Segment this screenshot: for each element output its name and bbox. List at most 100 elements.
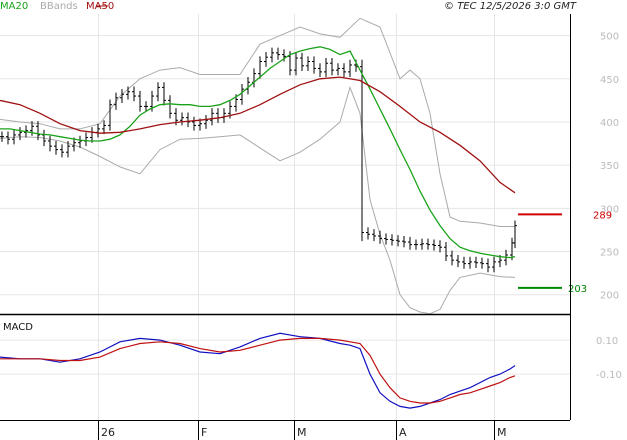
price-bar	[6, 131, 10, 145]
price-bar	[102, 120, 106, 135]
price-bar	[408, 236, 412, 250]
month-label: F	[201, 426, 207, 439]
price-marker-label: 203	[568, 284, 587, 295]
price-bar	[12, 129, 16, 145]
price-bar	[162, 82, 166, 106]
price-bar	[108, 99, 112, 131]
price-bar	[432, 239, 436, 251]
macd-line	[0, 332, 516, 409]
macd-tick-label: -0.10	[596, 370, 622, 381]
price-bar	[156, 82, 160, 102]
price-bar	[270, 47, 274, 63]
price-bar	[480, 257, 484, 269]
moving-averages	[0, 46, 516, 259]
macd-lines	[0, 332, 516, 409]
price-bar	[180, 112, 184, 126]
price-bar	[390, 234, 394, 246]
legend-ma50-label: MA50	[86, 1, 114, 12]
ma20-line	[0, 46, 516, 259]
price-bar	[168, 95, 172, 119]
price-tick-label: 500	[600, 32, 619, 43]
price-bars	[0, 47, 517, 273]
month-label: M	[497, 426, 507, 439]
x-axis: 26 F M A M	[98, 420, 507, 440]
macd-title: MACD	[3, 322, 33, 333]
price-bar	[222, 108, 226, 123]
month-label: 26	[101, 426, 115, 439]
month-label: M	[297, 426, 307, 439]
price-marker-label: 289	[593, 210, 612, 221]
price-bar	[384, 233, 388, 245]
signal-line	[0, 337, 516, 404]
legend-ma20-label: MA20	[0, 1, 28, 12]
price-bar	[36, 121, 40, 141]
price-tick-label: 250	[600, 248, 619, 259]
price-bar	[138, 90, 142, 112]
bband-upper-line	[0, 17, 515, 227]
month-label: A	[399, 426, 407, 439]
price-bar	[462, 256, 466, 269]
price-bar	[186, 112, 190, 128]
price-bar	[396, 235, 400, 247]
price-bar	[72, 137, 76, 152]
price-bar	[468, 256, 472, 269]
price-bar	[0, 131, 4, 142]
copyright-text: © TEC 12/5/2026 3:0 GMT	[444, 1, 577, 12]
price-bar	[18, 127, 22, 141]
price-bar	[192, 116, 196, 131]
price-bar	[240, 83, 244, 105]
price-bar	[372, 229, 376, 242]
price-bar	[216, 108, 220, 123]
price-bar	[132, 86, 136, 102]
price-bar	[342, 63, 346, 78]
ma50-line	[0, 76, 516, 194]
price-bar	[114, 92, 118, 110]
price-markers: 289 203	[518, 210, 612, 295]
price-bar	[252, 68, 256, 88]
price-bar	[204, 115, 208, 129]
price-bar	[414, 239, 418, 250]
price-tick-label: 200	[600, 291, 619, 302]
price-bar	[258, 56, 262, 79]
price-bar	[336, 63, 340, 76]
price-bar	[306, 56, 310, 72]
price-bar	[96, 123, 100, 138]
price-bar	[126, 86, 130, 100]
price-bar	[420, 238, 424, 250]
macd-tick-label: 0.10	[596, 336, 618, 347]
price-bar	[513, 220, 517, 249]
price-bar	[402, 235, 406, 248]
price-bar	[492, 256, 496, 273]
price-tick-label: 400	[600, 118, 619, 129]
price-bar	[450, 250, 454, 266]
price-tick-label: 300	[600, 204, 619, 215]
price-bar	[300, 52, 304, 72]
legend-bbands-label: BBands	[40, 1, 78, 12]
price-bar	[264, 52, 268, 67]
price-bar	[276, 47, 280, 60]
price-y-axis: 500 450 400 350 300 250 200	[600, 32, 619, 302]
macd-y-axis: 0.10 -0.10	[596, 336, 622, 381]
price-bar	[48, 135, 52, 152]
price-bar	[348, 59, 352, 78]
price-bar	[456, 254, 460, 268]
price-bar	[54, 140, 58, 155]
price-bar	[330, 58, 334, 76]
price-bar	[312, 56, 316, 74]
price-panel-frame	[0, 14, 570, 314]
price-tick-label: 350	[600, 161, 619, 172]
price-bar	[444, 242, 448, 262]
price-bar	[324, 58, 328, 78]
price-bar	[426, 238, 430, 250]
price-tick-label: 450	[600, 75, 619, 86]
price-bar	[30, 121, 34, 136]
price-bar	[144, 101, 148, 112]
price-bar	[438, 240, 442, 253]
price-bar	[60, 144, 64, 158]
price-marker: 289	[518, 210, 612, 221]
price-marker: 203	[518, 284, 587, 295]
price-bar	[486, 258, 490, 273]
price-bar	[210, 108, 214, 126]
price-bar	[318, 63, 322, 78]
